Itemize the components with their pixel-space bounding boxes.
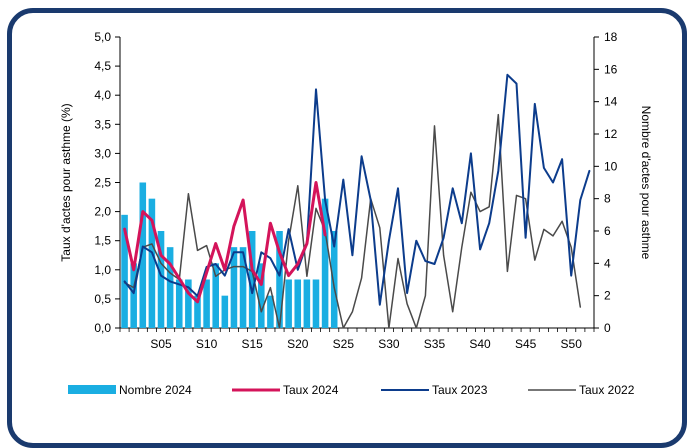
- right-axis-tick-label: 16: [604, 62, 618, 76]
- bar-nombre-2024: [167, 247, 174, 328]
- x-axis-tick-label: S45: [515, 337, 537, 351]
- chart-stage: 0,0 0,5 1,0 1,5 2,0 2,5 3,0 3,5 4,0 4,5 5,0 0 2 4 6 8 10…: [0, 0, 694, 434]
- left-axis-tick-label: 2,0: [94, 205, 111, 219]
- left-axis-tick-label: 5,0: [94, 30, 111, 44]
- x-axis-tick-label: S25: [333, 337, 355, 351]
- legend-label: Taux 2024: [283, 383, 339, 397]
- bar-nombre-2024: [304, 280, 311, 329]
- x-axis-tick-label: S10: [196, 337, 218, 351]
- x-axis-tick-label: S15: [241, 337, 263, 351]
- bar-nombre-2024: [222, 296, 229, 328]
- left-axis-tick-label: 4,0: [94, 88, 111, 102]
- bar-nombre-2024: [176, 280, 183, 329]
- x-axis-tick-label: S35: [424, 337, 446, 351]
- left-axis-tick-label: 1,5: [94, 234, 111, 248]
- right-axis-tick-label: 6: [604, 224, 611, 238]
- right-axis-tick-label: 8: [604, 192, 611, 206]
- left-axis-tick-label: 2,5: [94, 176, 111, 190]
- bar-nombre-2024: [212, 263, 219, 328]
- left-axis-tick-label: 0,0: [94, 321, 111, 335]
- left-axis-title: Taux d'actes pour asthme (%): [59, 103, 73, 261]
- x-axis-tick-label: S05: [150, 337, 172, 351]
- chart-svg: 0,0 0,5 1,0 1,5 2,0 2,5 3,0 3,5 4,0 4,5 5,0 0 2 4 6 8 10…: [0, 0, 694, 434]
- left-axis-tick-label: 3,0: [94, 146, 111, 160]
- bar-nombre-2024: [313, 280, 320, 329]
- right-axis-tick-label: 10: [604, 159, 618, 173]
- x-axis-tick-label: S40: [469, 337, 491, 351]
- x-axis-tick-label: S20: [287, 337, 309, 351]
- right-axis-tick-label: 14: [604, 95, 618, 109]
- x-axis-tick-label: S50: [561, 337, 583, 351]
- left-axis-tick-label: 0,5: [94, 292, 111, 306]
- legend-label: Taux 2023: [432, 383, 488, 397]
- right-axis-tick-label: 4: [604, 256, 611, 270]
- legend-label: Nombre 2024: [119, 383, 192, 397]
- line-taux-2023: [125, 75, 590, 305]
- left-axis-tick-label: 3,5: [94, 117, 111, 131]
- legend-label: Taux 2022: [579, 383, 635, 397]
- bar-nombre-2024: [130, 263, 137, 328]
- right-axis-tick-label: 2: [604, 289, 611, 303]
- legend-swatch-nombre-2024: [68, 385, 116, 394]
- right-axis-tick-label: 18: [604, 30, 618, 44]
- bar-nombre-2024: [203, 280, 210, 329]
- bar-nombre-2024: [285, 280, 292, 329]
- right-axis-tick-label: 12: [604, 127, 618, 141]
- right-axis-title: Nombre d'actes pour asthme: [639, 106, 653, 260]
- x-axis-tick-label: S30: [378, 337, 400, 351]
- bar-nombre-2024: [294, 280, 301, 329]
- right-axis-tick-label: 0: [604, 321, 611, 335]
- left-axis-tick-label: 4,5: [94, 59, 111, 73]
- left-axis-tick-label: 1,0: [94, 263, 111, 277]
